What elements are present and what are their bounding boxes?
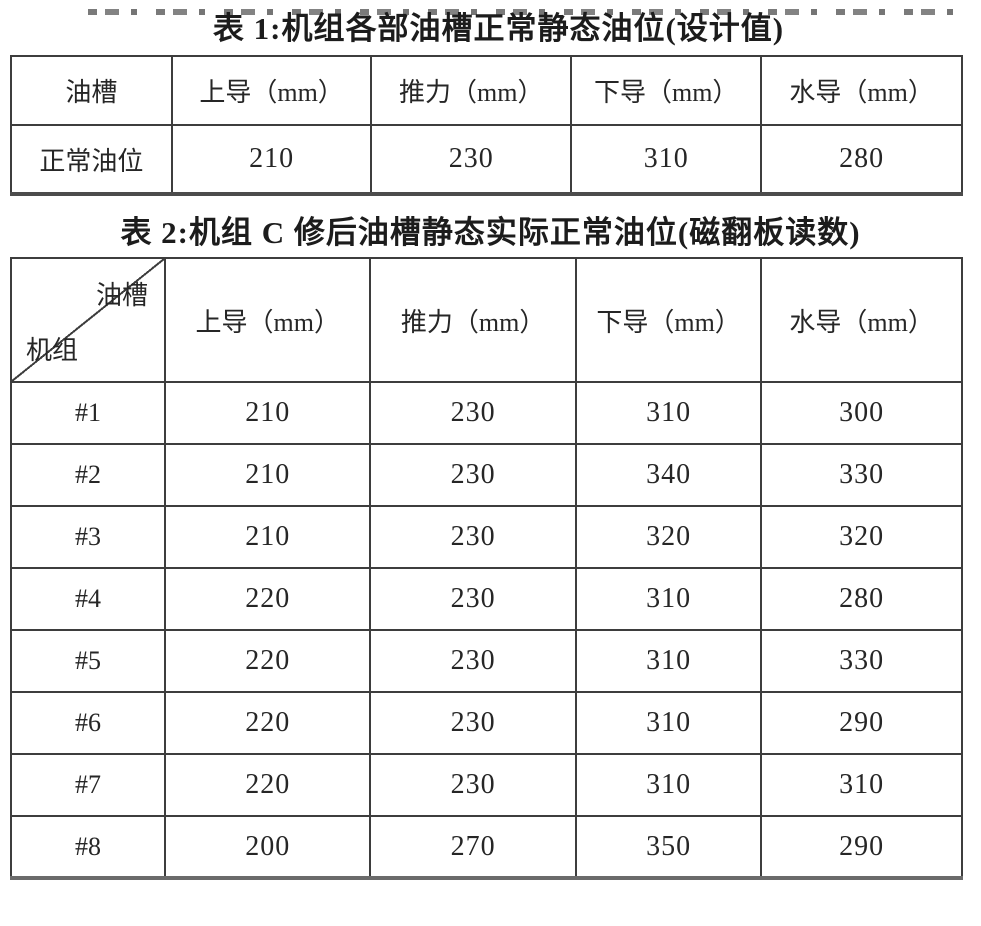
table1-title: 表 1:机组各部油槽正常静态油位(设计值) — [212, 11, 785, 46]
table-row: #4 220 230 310 280 — [9, 567, 963, 631]
column-header-upper-guide: 上导（mm） — [164, 257, 372, 383]
table-row: #1 210 230 310 300 — [9, 381, 963, 445]
cell-value: 230 — [370, 124, 573, 195]
scanned-document-page: { "table1": { "title": "表 1:机组各部油槽正常静态油位… — [0, 9, 981, 926]
table-row: #7 220 230 310 310 — [9, 753, 963, 817]
measured-values-table: 油槽 机组 上导（mm） 推力（mm） 下导（mm） 水导（mm） #1 210… — [9, 257, 963, 880]
cell-value: 230 — [369, 691, 577, 755]
cell-value: 280 — [760, 124, 963, 195]
cell-value: 220 — [164, 753, 372, 817]
cell-value: 320 — [760, 505, 963, 569]
row-label: #7 — [9, 753, 167, 817]
column-header-water-guide: 水导（mm） — [760, 55, 963, 126]
row-label: #8 — [9, 815, 167, 879]
cell-value: 310 — [574, 753, 763, 817]
column-header-upper-guide: 上导（mm） — [170, 55, 373, 126]
cell-value: 310 — [570, 124, 763, 195]
row-label: #1 — [9, 381, 167, 445]
table-header-row: 油槽 机组 上导（mm） 推力（mm） 下导（mm） 水导（mm） — [9, 257, 963, 383]
cell-value: 290 — [760, 691, 963, 755]
cell-value: 210 — [164, 505, 372, 569]
cropped-text-remnant — [88, 9, 970, 15]
cell-value: 310 — [574, 567, 763, 631]
cell-value: 220 — [164, 691, 372, 755]
cell-value: 310 — [574, 381, 763, 445]
table-row: #6 220 230 310 290 — [9, 691, 963, 755]
cell-value: 330 — [760, 629, 963, 693]
corner-label-unit: 机组 — [26, 336, 79, 365]
cell-value: 330 — [760, 443, 963, 507]
table-row: #3 210 230 320 320 — [9, 505, 963, 569]
cell-value: 230 — [369, 381, 577, 445]
column-header-thrust: 推力（mm） — [369, 257, 577, 383]
cell-value: 220 — [164, 567, 372, 631]
column-header-lower-guide: 下导（mm） — [574, 257, 763, 383]
cell-value: 320 — [574, 505, 763, 569]
column-header-oil-tank: 油槽 — [10, 55, 173, 126]
cell-value: 310 — [574, 629, 763, 693]
row-label: #2 — [9, 443, 167, 507]
design-values-table: 油槽 上导（mm） 推力（mm） 下导（mm） 水导（mm） 正常油位 210 … — [10, 55, 963, 196]
table-row: #8 200 270 350 290 — [9, 815, 963, 879]
table-row: #2 210 230 340 330 — [9, 443, 963, 507]
corner-label-oil-tank: 油槽 — [96, 281, 149, 310]
cell-value: 230 — [369, 505, 577, 569]
cell-value: 210 — [164, 381, 372, 445]
cell-value: 230 — [369, 753, 577, 817]
cell-value: 230 — [369, 443, 577, 507]
table2-title: 表 2:机组 C 修后油槽静态实际正常油位(磁翻板读数) — [120, 215, 861, 250]
row-label: #6 — [9, 691, 167, 755]
table-header-row: 油槽 上导（mm） 推力（mm） 下导（mm） 水导（mm） — [10, 55, 963, 126]
cell-value: 300 — [760, 381, 963, 445]
table-row: #5 220 230 310 330 — [9, 629, 963, 693]
row-label: #5 — [9, 629, 167, 693]
column-header-lower-guide: 下导（mm） — [570, 55, 763, 126]
cell-value: 230 — [369, 629, 577, 693]
diagonal-corner-cell: 油槽 机组 — [9, 257, 167, 383]
cell-value: 310 — [760, 753, 963, 817]
cell-value: 270 — [369, 815, 577, 879]
cell-value: 210 — [164, 443, 372, 507]
cell-value: 310 — [574, 691, 763, 755]
cell-value: 340 — [574, 443, 763, 507]
table-row: 正常油位 210 230 310 280 — [10, 124, 963, 195]
cell-value: 230 — [369, 567, 577, 631]
row-label: 正常油位 — [10, 124, 173, 195]
column-header-water-guide: 水导（mm） — [760, 257, 963, 383]
cell-value: 280 — [760, 567, 963, 631]
row-label: #4 — [9, 567, 167, 631]
cell-value: 210 — [170, 124, 373, 195]
cell-value: 290 — [760, 815, 963, 879]
cell-value: 350 — [574, 815, 763, 879]
column-header-thrust: 推力（mm） — [370, 55, 573, 126]
cell-value: 200 — [164, 815, 372, 879]
row-label: #3 — [9, 505, 167, 569]
cell-value: 220 — [164, 629, 372, 693]
